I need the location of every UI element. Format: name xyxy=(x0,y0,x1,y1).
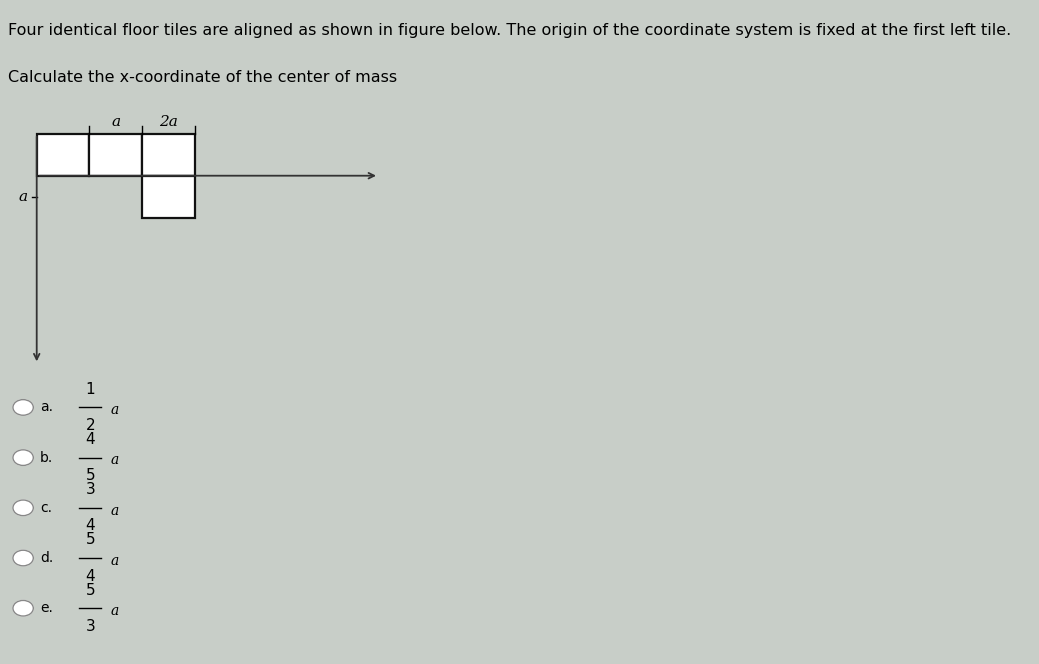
Text: 2a: 2a xyxy=(159,115,178,129)
Text: 5: 5 xyxy=(85,582,96,598)
Circle shape xyxy=(12,550,33,566)
Bar xyxy=(36,134,89,176)
Text: Calculate the x-coordinate of the center of mass: Calculate the x-coordinate of the center… xyxy=(8,70,398,85)
Bar xyxy=(142,134,194,176)
Text: 4: 4 xyxy=(85,519,96,533)
Text: a: a xyxy=(110,403,118,417)
Bar xyxy=(89,134,142,176)
Text: d.: d. xyxy=(41,551,53,565)
Text: b.: b. xyxy=(41,451,53,465)
Text: 4: 4 xyxy=(85,432,96,447)
Bar xyxy=(142,176,194,218)
Text: a: a xyxy=(19,190,27,204)
Text: 3: 3 xyxy=(85,619,96,634)
Text: a: a xyxy=(110,604,118,618)
Text: 2: 2 xyxy=(85,418,96,433)
Circle shape xyxy=(12,600,33,616)
Text: a.: a. xyxy=(41,400,53,414)
Text: c.: c. xyxy=(41,501,52,515)
Text: 1: 1 xyxy=(85,382,96,397)
Text: Four identical floor tiles are aligned as shown in figure below. The origin of t: Four identical floor tiles are aligned a… xyxy=(8,23,1012,38)
Text: a: a xyxy=(110,503,118,518)
Text: a: a xyxy=(110,454,118,467)
Text: a: a xyxy=(111,115,121,129)
Circle shape xyxy=(12,500,33,516)
Text: 5: 5 xyxy=(85,468,96,483)
Text: 5: 5 xyxy=(85,533,96,547)
Text: e.: e. xyxy=(41,601,53,616)
Text: 3: 3 xyxy=(85,482,96,497)
Circle shape xyxy=(12,400,33,415)
Text: 4: 4 xyxy=(85,568,96,584)
Text: a: a xyxy=(110,554,118,568)
Circle shape xyxy=(12,450,33,465)
